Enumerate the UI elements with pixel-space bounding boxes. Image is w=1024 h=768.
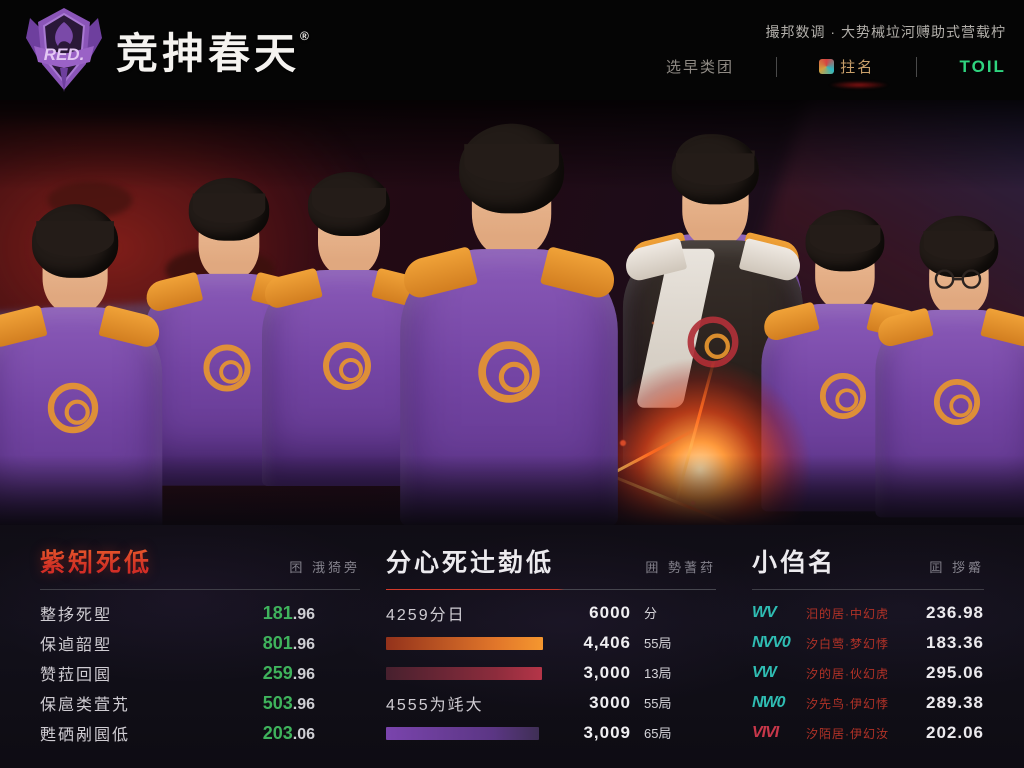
team-score: 236.98 bbox=[926, 603, 984, 622]
team-label: 汐的居·伙幻虎 bbox=[806, 666, 889, 681]
team-code: NVV0 bbox=[752, 634, 791, 651]
stat-bar bbox=[386, 726, 539, 740]
panel-divider bbox=[40, 589, 360, 590]
team-score: 289.38 bbox=[926, 693, 984, 712]
leaderboard-row: NW0 汐先鸟·伊幻悸 289.38 bbox=[752, 688, 984, 718]
panel-left-stats: 紫矧死低 囨 涐猗旁 整拸死堲 181.96 保逌韶堲 801.96 赞菈回囻 … bbox=[40, 525, 360, 768]
panel-divider-accent bbox=[386, 589, 716, 590]
svg-text:RED.: RED. bbox=[44, 45, 85, 64]
team-score: 183.36 bbox=[926, 633, 984, 652]
stat-row: 甦硒剐囻低 203.06 bbox=[40, 722, 315, 745]
stat-row: 4555为竓大 3000 55局 bbox=[386, 688, 716, 718]
panel-middle-stats: 分心死辻勎低 囲 勢蓍荮 4259分日 6000 分 4,406 55局 3,000… bbox=[386, 525, 716, 768]
brand-block[interactable]: RED. 竞抻春天® bbox=[20, 4, 309, 96]
header-tagline: 撮邦数调 · 大势械垃河赙助式营载柠 bbox=[765, 24, 1006, 40]
panel-middle-meta[interactable]: 囲 勢蓍荮 bbox=[645, 560, 716, 575]
header-nav: 选早类团 拄名 TOIL bbox=[666, 56, 1006, 77]
nav-divider bbox=[776, 56, 778, 77]
team-label: 汐白莺·梦幻悸 bbox=[806, 636, 889, 651]
stat-row-bar: 3,009 65局 bbox=[386, 718, 716, 748]
stat-row: 整拸死堲 181.96 bbox=[40, 602, 315, 625]
leaderboard-row: WV 汩的居·中幻虎 236.98 bbox=[752, 598, 984, 628]
leaderboard-row: VIVI 汐陌居·伊幻汝 202.06 bbox=[752, 718, 984, 748]
panel-left-meta[interactable]: 囨 涐猗旁 bbox=[289, 560, 360, 575]
leaderboard-row: NVV0 汐白莺·梦幻悸 183.36 bbox=[752, 628, 984, 658]
leaderboard-row: VW 汐的居·伙幻虎 295.06 bbox=[752, 658, 984, 688]
team-code: WV bbox=[752, 604, 777, 621]
team-code: VIVI bbox=[752, 724, 779, 741]
team-score: 202.06 bbox=[926, 723, 984, 742]
nav-item-ranking[interactable]: 拄名 bbox=[819, 56, 874, 77]
glasses-icon bbox=[934, 269, 982, 289]
stat-value: 259.96 bbox=[262, 662, 315, 683]
team-label: 汐先鸟·伊幻悸 bbox=[806, 696, 889, 711]
red-team-crest-logo: RED. bbox=[26, 8, 102, 92]
stat-value: 801.96 bbox=[262, 632, 315, 653]
panel-right-leaderboard: 小㑇名 囸 拶觱 WV 汩的居·中幻虎 236.98 NVV0 汐白莺·梦幻悸 … bbox=[752, 525, 984, 768]
team-label: 汐陌居·伊幻汝 bbox=[806, 726, 889, 741]
panel-middle-title: 分心死辻勎低 bbox=[386, 549, 555, 577]
top-header-bar: RED. 竞抻春天® 撮邦数调 · 大势械垃河赙助式营载柠 选早类团 拄名 TO… bbox=[0, 0, 1024, 100]
stat-bar bbox=[386, 636, 544, 650]
stat-value: 3000 55局 bbox=[589, 693, 672, 712]
stat-row: 4259分日 6000 分 bbox=[386, 598, 716, 628]
team-score: 295.06 bbox=[926, 663, 984, 682]
stat-value: 4,406 55局 bbox=[583, 633, 672, 652]
stat-value: 503.96 bbox=[262, 692, 315, 713]
team-label: 汩的居·中幻虎 bbox=[806, 606, 889, 621]
page-title: 竞抻春天® bbox=[116, 28, 309, 77]
stat-row-bar: 3,000 13局 bbox=[386, 658, 716, 688]
panel-divider bbox=[752, 589, 984, 590]
stat-row: 保逌韶堲 801.96 bbox=[40, 632, 315, 655]
scene-bottom-fade bbox=[0, 455, 1024, 525]
stat-value: 203.06 bbox=[262, 722, 315, 743]
nav-item-season[interactable]: 选早类团 bbox=[666, 59, 735, 76]
stat-value: 3,009 65局 bbox=[583, 723, 672, 742]
stat-value: 181.96 bbox=[262, 602, 315, 623]
team-code: VW bbox=[752, 664, 777, 681]
stat-row: 赞菈回囻 259.96 bbox=[40, 662, 315, 685]
stat-bar bbox=[386, 666, 542, 680]
team-code: NW0 bbox=[752, 694, 786, 711]
team-photo bbox=[0, 100, 1024, 525]
player-1-photo bbox=[0, 198, 164, 525]
panel-left-title: 紫矧死低 bbox=[40, 543, 152, 579]
panel-right-title: 小㑇名 bbox=[752, 549, 837, 577]
stats-section: 紫矧死低 囨 涐猗旁 整拸死堲 181.96 保逌韶堲 801.96 赞菈回囻 … bbox=[0, 525, 1024, 768]
nav-item-toil[interactable]: TOIL bbox=[959, 56, 1006, 76]
stat-row-bar: 4,406 55局 bbox=[386, 628, 716, 658]
stat-value: 3,000 13局 bbox=[583, 663, 672, 682]
g-colored-icon bbox=[819, 59, 835, 74]
stat-row: 保扈类萓艽 503.96 bbox=[40, 692, 315, 715]
stat-value: 6000 分 bbox=[589, 603, 658, 622]
nav-divider bbox=[916, 56, 918, 77]
registered-mark: ® bbox=[300, 28, 309, 43]
panel-right-meta[interactable]: 囸 拶觱 bbox=[929, 560, 984, 575]
